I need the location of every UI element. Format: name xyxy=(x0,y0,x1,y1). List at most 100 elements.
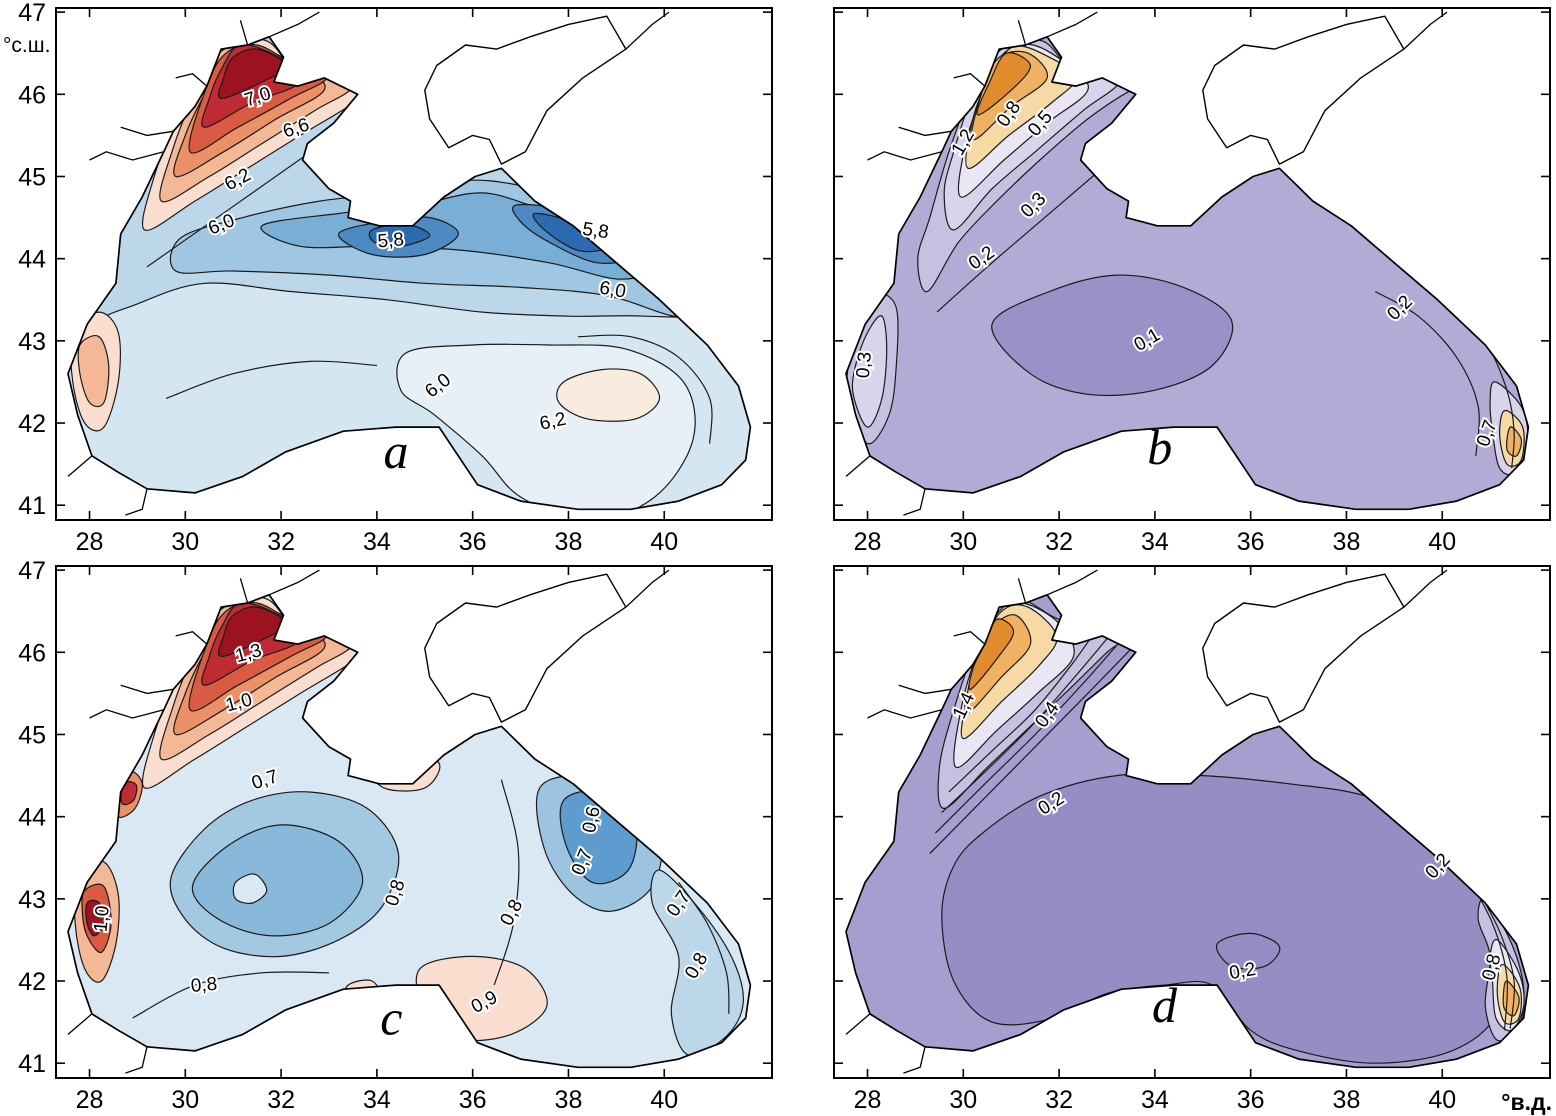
x-tick-label: 28 xyxy=(76,528,104,556)
coast-detail-line xyxy=(67,455,93,477)
coast-detail-line xyxy=(175,630,208,645)
x-tick-label: 32 xyxy=(1045,1086,1073,1114)
x-tick-label: 28 xyxy=(854,528,882,556)
coast-detail-line xyxy=(625,11,670,50)
contour-region xyxy=(976,52,1031,116)
contour-region xyxy=(556,368,661,422)
azov-sea-outline xyxy=(1202,15,1405,165)
map-svg-c: 28 30 32 34 36 38 40474645444342411,31,00,70,8… xyxy=(0,558,778,1116)
coast-detail-line xyxy=(1046,11,1098,38)
coast-detail-line xyxy=(845,1013,871,1035)
x-tick-label: 28 xyxy=(854,1086,882,1114)
contour-line xyxy=(493,779,520,986)
x-tick-label: 38 xyxy=(555,528,583,556)
y-tick-label: 45 xyxy=(18,721,46,749)
x-tick-label: 32 xyxy=(1045,528,1073,556)
x-tick-label: 32 xyxy=(267,528,295,556)
azov-sea-outline xyxy=(424,573,627,723)
contour-label: 5,8 xyxy=(377,229,405,252)
coast-detail-line xyxy=(1403,569,1448,608)
plot-frame xyxy=(833,565,1551,1079)
plot-frame xyxy=(833,7,1551,521)
coast-detail-line xyxy=(1017,20,1027,46)
y-tick-label: 43 xyxy=(18,328,46,356)
azov-sea-outline xyxy=(424,15,627,165)
coast-detail-line xyxy=(125,1046,148,1074)
contour-map-panel-d: 28 30 32 34 36 38 40 °в.д. 1,4 0,4 0,2 0,2 0,2 0,8 d xyxy=(778,558,1556,1116)
x-tick-label: 40 xyxy=(1428,1086,1456,1114)
black-sea-coastline xyxy=(67,593,752,1069)
x-tick-label: 40 xyxy=(650,528,678,556)
coast-detail-line xyxy=(239,578,249,604)
coast-detail-line xyxy=(89,151,164,161)
contour-line xyxy=(1374,290,1480,456)
coast-detail-line xyxy=(175,72,208,87)
coast-detail-line xyxy=(268,569,320,596)
contour-region xyxy=(217,48,287,99)
coast-detail-line xyxy=(239,20,249,46)
x-tick-label: 36 xyxy=(459,528,487,556)
coast-detail-line xyxy=(1046,569,1098,596)
contour-label: 5,8 xyxy=(581,219,610,243)
contour-label: 0,3 xyxy=(853,351,876,379)
x-tick-label: 34 xyxy=(1141,528,1169,556)
coast-detail-line xyxy=(625,569,670,608)
black-sea-coastline xyxy=(845,35,1530,511)
x-tick-label: 38 xyxy=(1333,1086,1361,1114)
y-tick-label: 45 xyxy=(18,163,46,191)
coast-detail-line xyxy=(898,684,952,695)
coast-detail-line xyxy=(953,72,986,87)
x-tick-label: 36 xyxy=(1237,1086,1265,1114)
contour-line xyxy=(577,334,713,444)
map-svg-a: 28 30 32 34 36 38 4047464544434241°с.ш.7,06,66… xyxy=(0,0,778,558)
map-svg-b: 28 30 32 34 36 38 400,81,20,50,30,20,30,10,20,… xyxy=(778,0,1556,558)
y-tick-label: 41 xyxy=(18,1050,46,1078)
coast-detail-line xyxy=(867,151,942,161)
x-tick-label: 34 xyxy=(1141,1086,1169,1114)
map-svg-d: 28 30 32 34 36 38 40 °в.д.1,4 0,40,20,20,20,8d xyxy=(778,558,1556,1116)
y-tick-label: 42 xyxy=(18,968,46,996)
contour-map-panel-b: 28 30 32 34 36 38 40 0,8 1,2 0,5 0,3 0,2 0,3 0,1 0,2 0,… xyxy=(778,0,1556,558)
panel-letter-d: d xyxy=(1152,977,1178,1033)
black-sea-coastline xyxy=(845,593,1530,1069)
contour-map-panel-c: 28 30 32 34 36 38 40 47 46 45 44 43 42 41 1,3 1,0 0,7 0,8… xyxy=(0,558,778,1116)
x-tick-label: 34 xyxy=(363,1086,391,1114)
coast-detail-line xyxy=(1017,578,1027,604)
y-axis-unit-label: °с.ш. xyxy=(3,34,50,57)
x-tick-label: 30 xyxy=(171,528,199,556)
x-tick-label: 32 xyxy=(267,1086,295,1114)
contour-region xyxy=(991,274,1234,397)
contour-region xyxy=(191,824,364,937)
x-tick-label: 36 xyxy=(459,1086,487,1114)
x-tick-label: 40 xyxy=(650,1086,678,1114)
contour-region xyxy=(851,315,888,428)
contour-line xyxy=(678,882,730,1014)
contour-label: 0,8 xyxy=(190,974,218,997)
contour-line xyxy=(941,635,1110,813)
contour-line xyxy=(935,639,1122,834)
x-tick-label: 28 xyxy=(76,1086,104,1114)
panel-letter-c: c xyxy=(380,989,402,1045)
coast-detail-line xyxy=(1403,11,1448,50)
y-tick-label: 43 xyxy=(18,886,46,914)
coast-detail-line xyxy=(89,709,164,719)
panel-letter-a: a xyxy=(384,423,409,479)
x-tick-label: 36 xyxy=(1237,528,1265,556)
x-tick-label: 34 xyxy=(363,528,391,556)
x-tick-label: 30 xyxy=(949,528,977,556)
coast-detail-line xyxy=(953,630,986,645)
coast-detail-line xyxy=(125,488,148,516)
plot-frame xyxy=(55,565,773,1079)
y-tick-label: 44 xyxy=(18,804,46,832)
coast-detail-line xyxy=(903,1046,926,1074)
x-tick-label: 40 xyxy=(1428,528,1456,556)
panel-letter-b: b xyxy=(1147,419,1172,475)
contour-region xyxy=(968,618,1015,690)
azov-sea-outline xyxy=(1202,573,1405,723)
x-tick-label: 30 xyxy=(949,1086,977,1114)
coast-detail-line xyxy=(903,488,926,516)
contour-line xyxy=(948,631,1096,793)
y-tick-label: 41 xyxy=(18,492,46,520)
coast-detail-line xyxy=(867,709,942,719)
